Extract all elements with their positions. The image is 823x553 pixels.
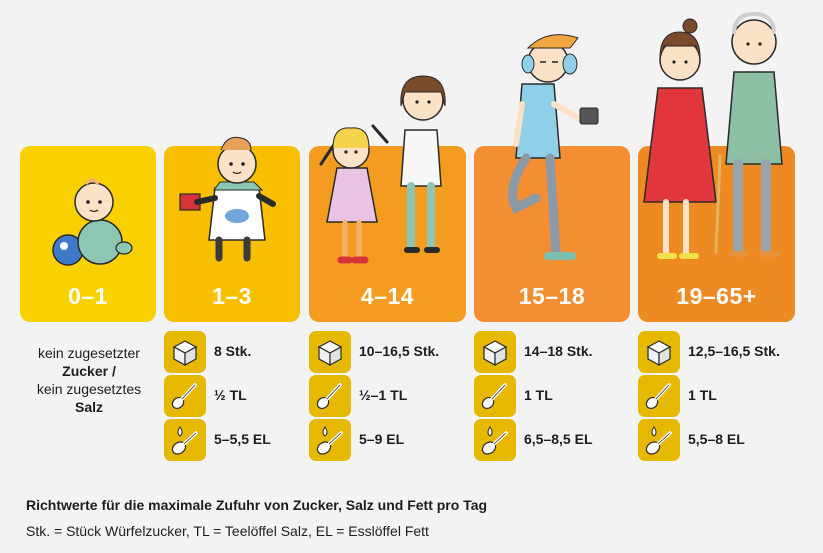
- adults-illustration: [643, 11, 783, 259]
- sugar-cube-icon: [474, 331, 516, 373]
- sugar-cube-icon: [638, 331, 680, 373]
- sugar-value: 10–16,5 Stk.: [359, 343, 440, 359]
- sugar-cube-icon: [164, 331, 206, 373]
- teaspoon-icon: [474, 375, 516, 417]
- age-label: 19–65+: [676, 283, 757, 309]
- note-line: Salz: [74, 399, 103, 415]
- sugar-value: 8 Stk.: [214, 343, 252, 359]
- infant-note: kein zugesetzter Zucker / kein zugesetzt…: [18, 344, 160, 416]
- teaspoon-icon: [638, 375, 680, 417]
- age-label: 1–3: [212, 283, 252, 309]
- teaspoon-icon: [309, 375, 351, 417]
- tablespoon-fat-icon: [164, 419, 206, 461]
- age-label: 4–14: [360, 283, 415, 309]
- salt-value: 1 TL: [524, 387, 553, 403]
- note-line: kein zugesetztes: [36, 381, 142, 397]
- teen-illustration: [508, 34, 599, 260]
- note-line: kein zugesetzter: [38, 345, 140, 361]
- sugar-cube-icon: [309, 331, 351, 373]
- fat-value: 5,5–8 EL: [688, 431, 745, 447]
- age-label: 0–1: [68, 283, 108, 309]
- fat-value: 6,5–8,5 EL: [524, 431, 593, 447]
- fat-value: 5–9 EL: [359, 431, 405, 447]
- sugar-value: 14–18 Stk.: [524, 343, 593, 359]
- age-label: 15–18: [518, 283, 586, 309]
- teaspoon-icon: [164, 375, 206, 417]
- baby-illustration: [52, 178, 133, 266]
- children-illustration: [319, 75, 446, 264]
- footer-legend: Stk. = Stück Würfelzucker, TL = Teelöffe…: [26, 523, 429, 539]
- age-card-1-3: 1–3: [164, 146, 300, 322]
- salt-value: ½–1 TL: [359, 387, 408, 403]
- tablespoon-fat-icon: [474, 419, 516, 461]
- fat-value: 5–5,5 EL: [214, 431, 271, 447]
- salt-value: ½ TL: [214, 387, 247, 403]
- note-line: Zucker /: [62, 363, 116, 379]
- tablespoon-fat-icon: [309, 419, 351, 461]
- salt-value: 1 TL: [688, 387, 717, 403]
- footer-title: Richtwerte für die maximale Zufuhr von Z…: [26, 497, 488, 513]
- tablespoon-fat-icon: [638, 419, 680, 461]
- sugar-value: 12,5–16,5 Stk.: [688, 343, 780, 359]
- toddler-illustration: [179, 136, 276, 262]
